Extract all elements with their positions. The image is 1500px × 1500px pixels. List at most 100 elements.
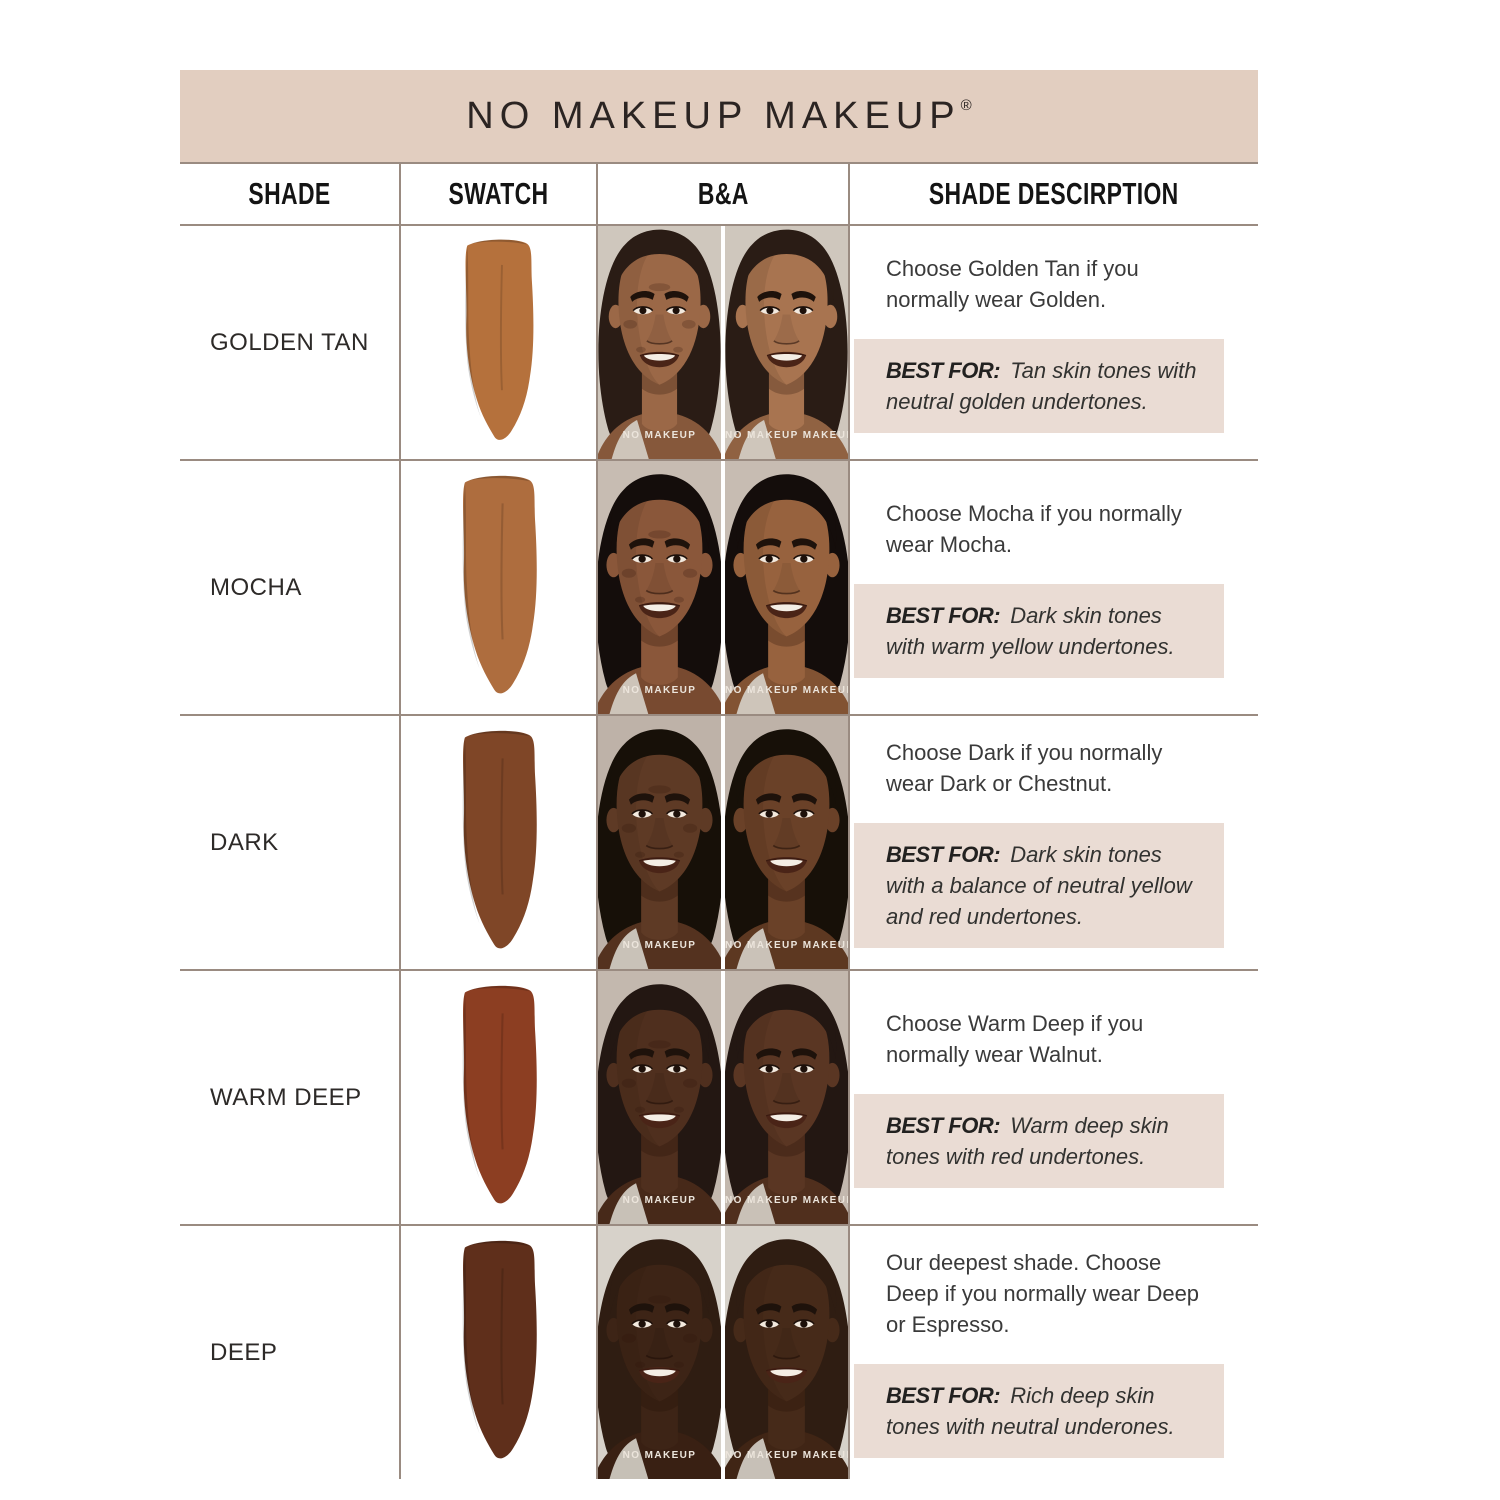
after-photo: NO MAKEUP MAKEUP® — [725, 716, 848, 969]
swatch-cell — [401, 1226, 598, 1479]
swatch-cell — [401, 226, 598, 459]
description-cell: Our deepest shade. Choose Deep if you no… — [850, 1226, 1258, 1479]
best-for-text: Rich deep skin tones with neutral undero… — [886, 1383, 1175, 1439]
choose-text: Choose Golden Tan if you normally wear G… — [886, 255, 1139, 312]
foundation-swatch-image — [461, 985, 538, 1205]
face-illustration — [725, 1226, 848, 1479]
best-for-text: Dark skin tones with a balance of neutra… — [886, 842, 1192, 929]
column-header-row: SHADE SWATCH B&A SHADE DESCIRPTION — [180, 164, 1258, 226]
shade-comparison-table: NO MAKEUP MAKEUP® SHADE SWATCH B&A SHADE… — [180, 70, 1258, 1479]
foundation-swatch-image — [464, 239, 535, 442]
after-photo: NO MAKEUP MAKEUP® — [725, 226, 848, 459]
swatch-cell — [401, 461, 598, 714]
brand-banner: NO MAKEUP MAKEUP® — [180, 70, 1258, 164]
best-for-label: BEST FOR: — [886, 842, 1001, 867]
brand-title-text: NO MAKEUP MAKEUP — [466, 94, 961, 137]
description-cell: Choose Mocha if you normally wear Mocha.… — [850, 461, 1258, 714]
best-for-label: BEST FOR: — [886, 1112, 1001, 1138]
before-after-cell: NO MAKEUP NO MAKEUP MAKEUP® — [598, 461, 850, 714]
after-photo: NO MAKEUP MAKEUP® — [725, 461, 848, 714]
column-header-ba: B&A — [598, 164, 850, 224]
photo-label-after: NO MAKEUP MAKEUP® — [725, 685, 848, 696]
column-header-label: B&A — [697, 176, 749, 211]
before-photo: NO MAKEUP — [598, 716, 721, 969]
table-row: GOLDEN TAN NO MAKEUP NO MAKEUP MAKEUP® C… — [180, 226, 1258, 461]
choose-text: Choose Mocha if you normally wear Mocha. — [886, 500, 1182, 557]
face-illustration — [725, 716, 848, 969]
face-illustration — [725, 971, 848, 1224]
shade-name: MOCHA — [210, 573, 302, 601]
photo-label-after: NO MAKEUP MAKEUP® — [725, 1195, 848, 1206]
description-cell: Choose Warm Deep if you normally wear Wa… — [850, 971, 1258, 1224]
before-photo: NO MAKEUP — [598, 1226, 721, 1479]
column-header-label: SHADE — [248, 176, 331, 211]
photo-label-before: NO MAKEUP — [622, 940, 697, 951]
photo-label-before: NO MAKEUP — [622, 1450, 697, 1461]
photo-label-before: NO MAKEUP — [622, 685, 697, 696]
shade-cell: GOLDEN TAN — [180, 226, 401, 459]
face-illustration — [598, 971, 721, 1224]
foundation-swatch-image — [461, 475, 538, 695]
best-for-note: BEST FOR: Warm deep skin tones with red … — [854, 1093, 1224, 1188]
choose-text: Choose Warm Deep if you normally wear Wa… — [886, 1010, 1144, 1067]
after-photo: NO MAKEUP MAKEUP® — [725, 971, 848, 1224]
column-header-label: SHADE DESCIRPTION — [929, 176, 1179, 211]
face-illustration — [598, 716, 721, 969]
photo-label-after: NO MAKEUP MAKEUP® — [725, 1450, 848, 1461]
best-for-note: BEST FOR: Dark skin tones with warm yell… — [854, 583, 1224, 678]
best-for-note: BEST FOR: Tan skin tones with neutral go… — [854, 338, 1224, 433]
foundation-swatch-image — [461, 1240, 538, 1460]
table-row: DARK NO MAKEUP NO MAKEUP MAKEUP® Choose … — [180, 716, 1258, 971]
before-after-cell: NO MAKEUP NO MAKEUP MAKEUP® — [598, 1226, 850, 1479]
shade-cell: DARK — [180, 716, 401, 969]
description-cell: Choose Dark if you normally wear Dark or… — [850, 716, 1258, 969]
photo-label-before: NO MAKEUP — [622, 1195, 697, 1206]
column-header-description: SHADE DESCIRPTION — [850, 164, 1258, 224]
after-photo: NO MAKEUP MAKEUP® — [725, 1226, 848, 1479]
photo-label-after: NO MAKEUP MAKEUP® — [725, 940, 848, 951]
before-photo: NO MAKEUP — [598, 226, 721, 459]
face-illustration — [598, 461, 721, 714]
before-after-cell: NO MAKEUP NO MAKEUP MAKEUP® — [598, 226, 850, 459]
before-photo: NO MAKEUP — [598, 461, 721, 714]
shade-cell: DEEP — [180, 1226, 401, 1479]
best-for-label: BEST FOR: — [886, 602, 1001, 628]
face-illustration — [598, 1226, 721, 1479]
best-for-label: BEST FOR: — [886, 1383, 1001, 1408]
choose-text: Our deepest shade. Choose Deep if you no… — [886, 1250, 1200, 1337]
column-header-label: SWATCH — [448, 176, 549, 211]
choose-text: Choose Dark if you normally wear Dark or… — [886, 740, 1163, 796]
face-illustration — [725, 461, 848, 714]
shade-name: DEEP — [210, 1338, 278, 1366]
best-for-label: BEST FOR: — [886, 357, 1001, 383]
swatch-cell — [401, 716, 598, 969]
table-row: DEEP NO MAKEUP NO MAKEUP MAKEUP® Our dee… — [180, 1226, 1258, 1479]
best-for-text: Tan skin tones with neutral golden under… — [886, 357, 1197, 414]
best-for-note: BEST FOR: Dark skin tones with a balance… — [854, 823, 1224, 948]
face-illustration — [725, 226, 848, 459]
shade-name: DARK — [210, 828, 279, 856]
brand-title: NO MAKEUP MAKEUP® — [466, 95, 971, 138]
before-after-cell: NO MAKEUP NO MAKEUP MAKEUP® — [598, 716, 850, 969]
best-for-text: Dark skin tones with warm yellow underto… — [886, 602, 1175, 659]
shade-name: WARM DEEP — [210, 1083, 362, 1111]
photo-label-after: NO MAKEUP MAKEUP® — [725, 430, 848, 441]
table-row: WARM DEEP NO MAKEUP NO MAKEUP MAKEUP® Ch… — [180, 971, 1258, 1226]
registered-mark: ® — [960, 96, 972, 114]
foundation-swatch-image — [461, 730, 538, 950]
shade-cell: MOCHA — [180, 461, 401, 714]
photo-label-before: NO MAKEUP — [622, 430, 697, 441]
best-for-text: Warm deep skin tones with red undertones… — [886, 1112, 1169, 1169]
column-header-shade: SHADE — [180, 164, 401, 224]
before-after-cell: NO MAKEUP NO MAKEUP MAKEUP® — [598, 971, 850, 1224]
shade-cell: WARM DEEP — [180, 971, 401, 1224]
face-illustration — [598, 226, 721, 459]
table-row: MOCHA NO MAKEUP NO MAKEUP MAKEUP® Choose… — [180, 461, 1258, 716]
before-photo: NO MAKEUP — [598, 971, 721, 1224]
description-cell: Choose Golden Tan if you normally wear G… — [850, 226, 1258, 459]
swatch-cell — [401, 971, 598, 1224]
column-header-swatch: SWATCH — [401, 164, 598, 224]
best-for-note: BEST FOR: Rich deep skin tones with neut… — [854, 1364, 1224, 1458]
shade-name: GOLDEN TAN — [210, 328, 369, 356]
